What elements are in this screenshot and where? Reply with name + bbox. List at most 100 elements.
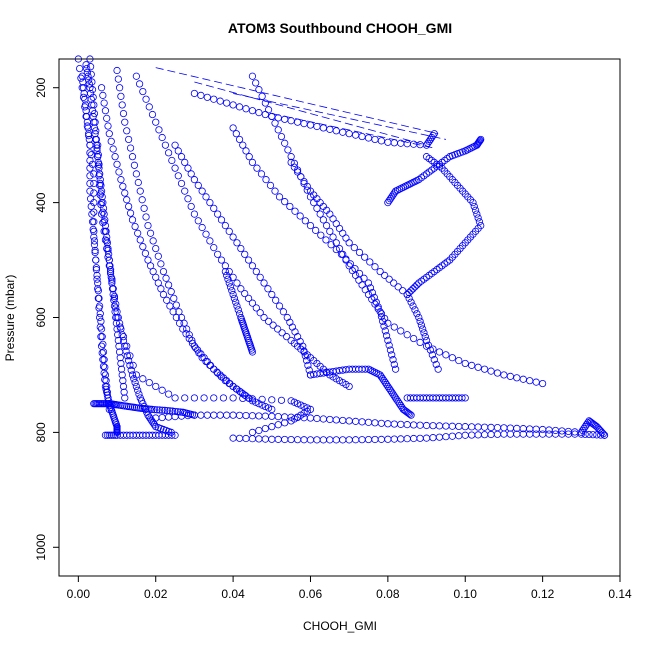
data-point <box>316 210 324 218</box>
data-point <box>264 285 272 293</box>
data-point <box>428 351 436 359</box>
data-point <box>384 138 392 146</box>
data-point <box>286 202 294 211</box>
data-point <box>110 292 119 301</box>
data-point <box>148 110 157 119</box>
data-point <box>158 406 166 414</box>
data-point <box>346 260 355 268</box>
data-point <box>376 308 384 316</box>
data-point <box>109 290 117 299</box>
data-point <box>152 382 160 391</box>
data-point <box>281 139 289 147</box>
data-point <box>219 394 228 402</box>
data-point <box>155 126 163 134</box>
data-point <box>435 162 444 170</box>
data-point <box>394 283 402 291</box>
data-point <box>268 112 276 121</box>
data-point <box>235 135 244 144</box>
data-point <box>223 99 231 107</box>
data-point <box>105 405 113 414</box>
data-point <box>177 179 186 188</box>
data-point <box>86 149 94 157</box>
data-point <box>162 274 170 282</box>
data-point <box>275 193 284 201</box>
data-point <box>416 421 424 429</box>
data-point <box>93 144 101 152</box>
data-point <box>415 279 423 287</box>
data-point <box>277 132 286 141</box>
data-point <box>532 378 540 386</box>
data-point <box>385 275 393 283</box>
data-point <box>403 435 411 443</box>
data-point <box>323 221 331 230</box>
data-point <box>476 136 484 144</box>
data-point <box>171 407 179 416</box>
data-point <box>232 298 240 306</box>
data-point <box>81 101 90 109</box>
data-point <box>366 284 375 292</box>
data-point <box>461 359 469 368</box>
data-point <box>306 436 315 444</box>
data-point <box>389 390 397 398</box>
data-point <box>455 422 463 431</box>
data-point <box>274 114 282 122</box>
data-point <box>358 436 366 444</box>
data-point <box>252 267 260 276</box>
data-point <box>103 239 111 247</box>
data-point <box>76 64 84 73</box>
data-point <box>152 118 160 126</box>
x-tick-label: 0.02 <box>144 587 168 601</box>
data-point <box>506 372 514 380</box>
data-point <box>461 423 469 431</box>
data-point <box>477 135 485 144</box>
data-point <box>174 147 182 155</box>
data-point <box>244 256 253 264</box>
data-point <box>319 124 327 132</box>
data-point <box>168 407 177 415</box>
data-point <box>438 262 446 270</box>
data-point <box>434 365 442 373</box>
data-point <box>99 208 107 216</box>
data-point <box>422 336 431 345</box>
data-point <box>319 415 327 423</box>
data-point <box>139 87 147 96</box>
data-point <box>157 285 165 293</box>
x-axis: 0.00 0.02 0.04 0.06 0.08 0.10 0.12 0.14 <box>67 575 632 601</box>
data-point <box>163 296 171 304</box>
data-point <box>290 398 298 406</box>
data-point <box>386 386 395 394</box>
data-point <box>350 244 358 252</box>
data-point <box>255 412 263 420</box>
data-point <box>110 296 118 304</box>
data-point <box>261 412 269 420</box>
data-point <box>293 333 302 341</box>
data-point <box>301 352 309 360</box>
data-point <box>92 266 101 274</box>
data-point <box>229 273 237 281</box>
data-point <box>293 118 302 126</box>
data-point <box>589 431 597 439</box>
data-point <box>206 361 214 369</box>
data-point <box>85 135 93 144</box>
data-point <box>293 436 302 444</box>
data-point <box>487 423 495 432</box>
data-point <box>332 127 340 135</box>
data-point <box>210 204 218 212</box>
data-point <box>244 394 253 402</box>
data-point <box>271 187 279 195</box>
data-point <box>237 285 245 293</box>
data-point <box>92 256 100 264</box>
data-point <box>190 89 199 98</box>
data-point <box>229 290 237 299</box>
data-point <box>355 248 364 256</box>
data-point <box>420 329 428 337</box>
data-point <box>368 289 376 297</box>
data-point <box>430 164 438 172</box>
data-point <box>86 141 94 149</box>
data-point <box>313 436 321 444</box>
y-tick-label: 200 <box>34 77 48 97</box>
data-point <box>422 153 431 161</box>
data-point <box>170 294 178 302</box>
data-point <box>319 436 327 444</box>
data-point <box>248 412 257 420</box>
